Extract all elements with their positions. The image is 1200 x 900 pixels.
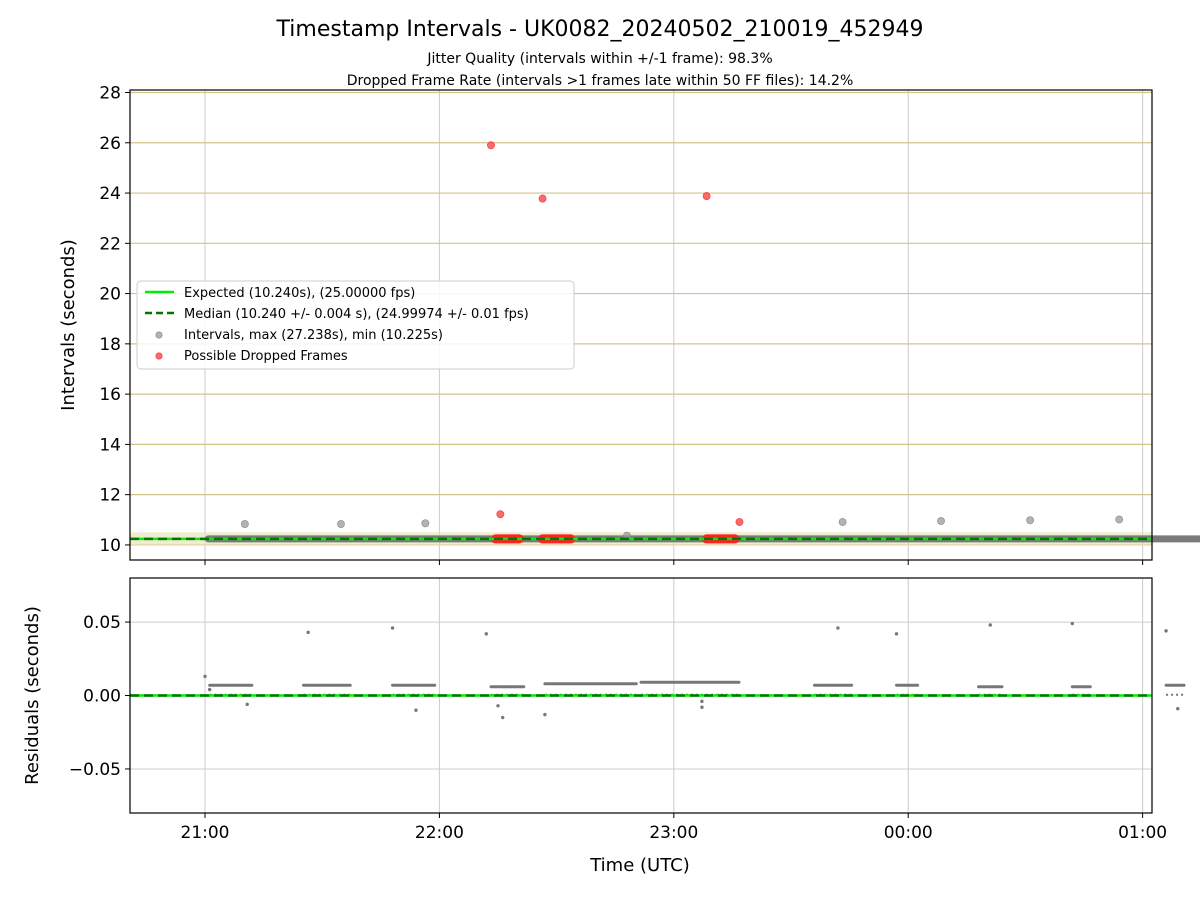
intervals-y-tick-label-4: 18 — [99, 335, 121, 355]
interval-point-5 — [937, 517, 945, 525]
x-tick-label-3: 00:00 — [884, 823, 933, 843]
interval-point-4 — [838, 518, 847, 526]
x-tick-label-4: 01:00 — [1118, 823, 1167, 843]
residual-point-3 — [390, 626, 395, 630]
chart-title: Timestamp Intervals - UK0082_20240502_21… — [276, 17, 924, 42]
interval-point-6 — [1026, 516, 1035, 525]
residual-point-0 — [203, 674, 207, 679]
intervals-y-tick-label-5: 20 — [99, 285, 121, 305]
intervals-points — [240, 515, 1124, 540]
residuals-panel: 0.050.00−0.05 21:00 22:00 23:00 00:00 01:00 … — [22, 577, 1187, 876]
x-tick-label-2: 23:00 — [649, 823, 698, 843]
intervals-y-tick-label-6: 22 — [99, 234, 121, 254]
intervals-y-tick-label-9: 28 — [99, 84, 121, 104]
interval-point-0 — [240, 520, 249, 528]
intervals-y-ticks: 10 12 14 16 18 20 22 24 26 28 — [99, 84, 130, 556]
dropped-frame-point-2 — [702, 192, 711, 200]
interval-point-7 — [1115, 515, 1124, 524]
residual-point-15 — [1164, 629, 1168, 633]
residual-point-13 — [988, 623, 992, 627]
intervals-y-axis-label: Intervals (seconds) — [58, 239, 79, 411]
residual-point-10 — [700, 705, 704, 709]
legend-box — [136, 280, 575, 370]
residual-point-2 — [306, 630, 310, 635]
legend: Expected (10.240s), (25.00000 fps) Media… — [136, 280, 575, 370]
interval-point-2 — [421, 519, 430, 528]
legend-median-label: Median (10.240 +/- 0.004 s), (24.99974 +… — [184, 307, 529, 322]
legend-intervals-swatch — [155, 331, 163, 339]
legend-expected-label: Expected (10.240s), (25.00000 fps) — [184, 286, 415, 301]
residuals-y-tick-label-2: −0.05 — [69, 760, 121, 780]
x-tick-label-1: 22:00 — [415, 823, 464, 843]
residual-point-14 — [1070, 621, 1075, 626]
legend-dropped-label: Possible Dropped Frames — [184, 349, 348, 364]
residual-point-27 — [1176, 707, 1180, 711]
residual-point-11 — [836, 626, 840, 630]
intervals-y-tick-label-7: 24 — [99, 184, 121, 204]
chart-subtitle-jitter: Jitter Quality (intervals within +/-1 fr… — [426, 51, 772, 67]
intervals-y-tick-label-0: 10 — [99, 536, 121, 556]
x-tick-label-0: 21:00 — [181, 823, 230, 843]
dropped-frame-point-0 — [487, 141, 495, 150]
residual-point-1 — [207, 687, 212, 692]
intervals-y-tick-label-8: 26 — [99, 134, 121, 154]
legend-intervals-label: Intervals, max (27.238s), min (10.225s) — [184, 328, 443, 343]
residual-point-8 — [414, 708, 418, 712]
residual-point-29 — [245, 702, 249, 707]
intervals-y-tick-label-1: 12 — [99, 486, 121, 506]
residual-point-4 — [484, 632, 488, 636]
residuals-y-ticks: 0.05 0.00 −0.05 — [69, 613, 130, 780]
legend-dropped-swatch — [155, 352, 163, 360]
residuals-x-ticks: 21:00 22:00 23:00 00:00 01:00 — [181, 813, 1167, 843]
residual-point-12 — [894, 632, 899, 636]
dropped-frame-point-3 — [496, 510, 505, 519]
chart-subtitle-dropped: Dropped Frame Rate (intervals >1 frames … — [347, 73, 854, 89]
intervals-y-tick-label-2: 14 — [99, 435, 121, 455]
intervals-y-tick-label-3: 16 — [99, 385, 121, 405]
dropped-frame-point-4 — [735, 518, 744, 526]
intervals-x-ticks — [204, 560, 1144, 565]
residuals-y-axis-label: Residuals (seconds) — [22, 606, 43, 785]
residual-point-5 — [496, 704, 500, 708]
residual-point-7 — [543, 712, 547, 717]
residuals-y-tick-label-0: 0.05 — [83, 613, 121, 633]
dropped-frame-point-1 — [538, 194, 547, 203]
residual-point-6 — [501, 715, 505, 720]
residual-point-9 — [700, 699, 704, 704]
intervals-panel: 10 12 14 16 18 20 22 24 26 28 Intervals (seconds)… — [58, 84, 1200, 565]
residuals-y-tick-label-1: 0.00 — [83, 687, 121, 707]
intervals-axes-frame — [129, 89, 1153, 561]
interval-point-1 — [337, 520, 345, 528]
x-axis-label: Time (UTC) — [589, 855, 690, 876]
